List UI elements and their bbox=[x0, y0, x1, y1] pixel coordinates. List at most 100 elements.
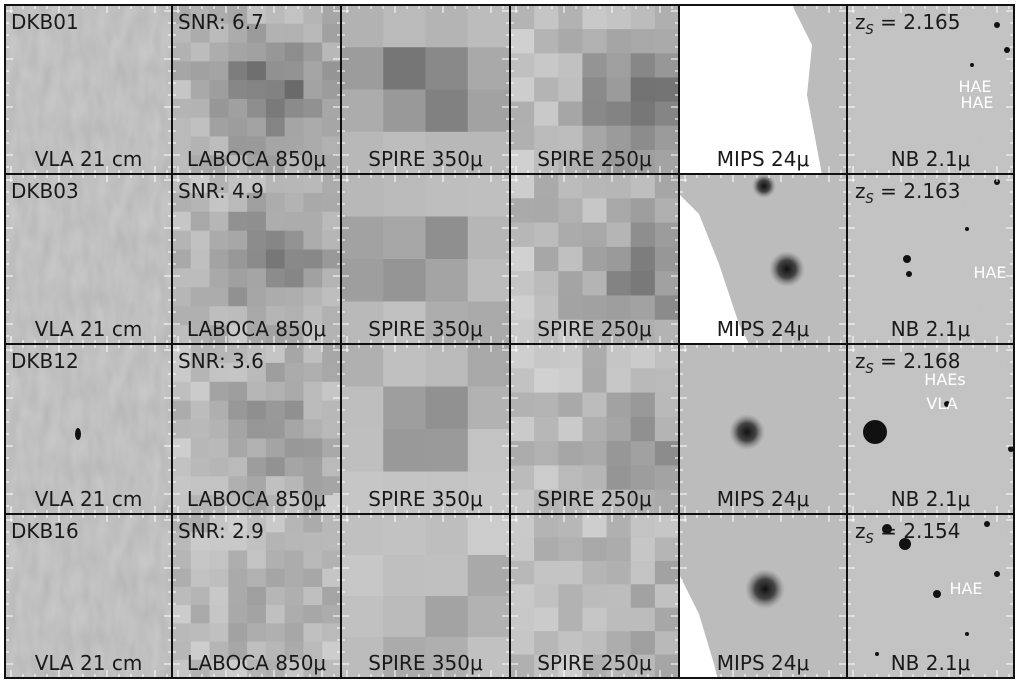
panel: SPIRE 250μ bbox=[509, 4, 680, 175]
source-annotation: HAE bbox=[973, 263, 1006, 282]
snr-label: SNR: 3.6 bbox=[178, 349, 264, 373]
map-pixel bbox=[190, 400, 211, 421]
map-pixel bbox=[534, 368, 559, 394]
band-label: LABOCA 850μ bbox=[187, 651, 327, 675]
band-label: LABOCA 850μ bbox=[187, 147, 327, 171]
map-pixel bbox=[190, 419, 211, 439]
map-pixel bbox=[303, 659, 323, 678]
map-pixel bbox=[510, 101, 535, 127]
map-pixel bbox=[425, 216, 469, 260]
map-pixel bbox=[425, 131, 469, 174]
map-pixel bbox=[265, 287, 286, 307]
map-pixel bbox=[510, 53, 535, 78]
panel: SPIRE 350μ bbox=[340, 343, 511, 515]
map-pixel bbox=[654, 125, 679, 151]
map-pixel bbox=[228, 192, 248, 213]
map-pixel bbox=[467, 471, 510, 514]
map-pixel bbox=[510, 368, 535, 394]
map-pixel bbox=[228, 586, 248, 606]
map-pixel bbox=[630, 125, 656, 151]
map-pixel bbox=[630, 584, 656, 609]
map-pixel bbox=[190, 325, 211, 344]
map-pixel bbox=[172, 98, 192, 119]
map-pixel bbox=[582, 489, 608, 514]
map-pixel bbox=[228, 400, 248, 421]
map-pixel bbox=[228, 532, 248, 551]
map-pixel bbox=[322, 268, 341, 288]
band-label: SPIRE 350μ bbox=[368, 487, 483, 511]
panel-image bbox=[679, 344, 847, 514]
map-pixel bbox=[303, 98, 323, 119]
map-pixel bbox=[247, 5, 267, 25]
map-pixel bbox=[247, 568, 267, 588]
map-pixel bbox=[284, 476, 304, 496]
map-pixel bbox=[172, 155, 192, 174]
map-pixel bbox=[383, 5, 426, 48]
map-pixel bbox=[606, 416, 632, 442]
map-pixel bbox=[582, 631, 608, 656]
map-pixel bbox=[284, 136, 304, 156]
map-pixel bbox=[558, 441, 583, 466]
map-pixel bbox=[558, 295, 583, 321]
map-pixel bbox=[425, 344, 469, 387]
map-pixel bbox=[467, 596, 510, 638]
map-pixel bbox=[247, 659, 267, 678]
map-pixel bbox=[582, 392, 608, 418]
panel-image bbox=[679, 514, 847, 678]
map-pixel bbox=[322, 306, 341, 326]
map-pixel bbox=[303, 306, 323, 326]
panel-image bbox=[5, 514, 172, 678]
map-pixel bbox=[630, 631, 656, 656]
map-pixel bbox=[558, 584, 583, 609]
map-pixel bbox=[228, 344, 248, 364]
map-pixel bbox=[630, 53, 656, 78]
map-pixel bbox=[654, 441, 679, 466]
map-pixel bbox=[510, 222, 535, 248]
map-pixel bbox=[172, 23, 192, 44]
map-pixel bbox=[558, 537, 583, 562]
map-pixel bbox=[265, 136, 286, 156]
map-pixel bbox=[190, 641, 211, 661]
map-pixel bbox=[534, 77, 559, 103]
map-pixel bbox=[247, 457, 267, 477]
nb-source bbox=[944, 401, 950, 407]
map-pixel bbox=[534, 607, 559, 632]
map-pixel bbox=[190, 476, 211, 496]
map-pixel bbox=[284, 42, 304, 62]
map-pixel bbox=[265, 623, 286, 643]
map-pixel bbox=[341, 174, 384, 217]
map-pixel bbox=[172, 306, 192, 326]
map-pixel bbox=[172, 476, 192, 496]
map-pixel bbox=[247, 61, 267, 81]
map-pixel bbox=[284, 98, 304, 119]
map-pixel bbox=[209, 400, 229, 421]
map-pixel bbox=[606, 537, 632, 562]
map-pixel bbox=[265, 23, 286, 44]
map-pixel bbox=[630, 344, 656, 369]
map-pixel bbox=[534, 319, 559, 344]
map-pixel bbox=[247, 325, 267, 344]
map-pixel bbox=[582, 514, 608, 538]
map-pixel bbox=[209, 5, 229, 25]
map-pixel bbox=[425, 555, 469, 597]
map-pixel bbox=[303, 344, 323, 364]
panel: NB 2.1μ zS = 2.154 HAE bbox=[846, 513, 1015, 679]
map-pixel bbox=[654, 149, 679, 174]
map-pixel bbox=[265, 659, 286, 678]
map-pixel bbox=[341, 429, 384, 472]
map-pixel bbox=[265, 80, 286, 100]
map-pixel bbox=[284, 174, 304, 194]
map-pixel bbox=[172, 325, 192, 344]
panel: SPIRE 350μ bbox=[340, 4, 511, 175]
map-pixel bbox=[534, 392, 559, 418]
map-pixel bbox=[228, 230, 248, 251]
band-label: LABOCA 850μ bbox=[187, 487, 327, 511]
map-pixel bbox=[654, 607, 679, 632]
map-pixel bbox=[654, 537, 679, 562]
map-pixel bbox=[654, 416, 679, 442]
source-annotation: HAEs bbox=[924, 370, 965, 389]
map-pixel bbox=[534, 489, 559, 514]
map-pixel bbox=[284, 5, 304, 25]
map-pixel bbox=[425, 471, 469, 514]
map-pixel bbox=[228, 174, 248, 194]
